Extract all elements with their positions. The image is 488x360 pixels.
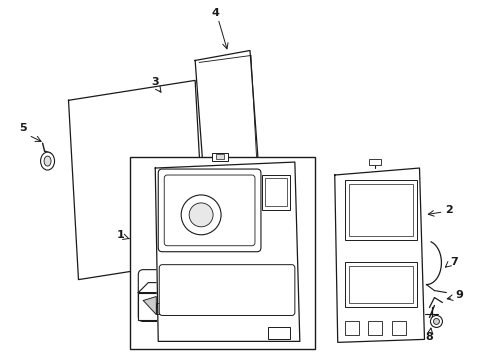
Polygon shape <box>68 80 204 280</box>
Polygon shape <box>334 168 424 342</box>
FancyBboxPatch shape <box>138 270 180 321</box>
FancyBboxPatch shape <box>158 169 261 252</box>
Bar <box>267 328 289 339</box>
Bar <box>368 159 380 165</box>
Text: 9: 9 <box>454 289 462 300</box>
Text: 4: 4 <box>211 8 219 18</box>
Bar <box>264 178 286 206</box>
Circle shape <box>429 315 442 328</box>
Bar <box>367 321 381 336</box>
Ellipse shape <box>44 156 51 166</box>
Text: 3: 3 <box>151 77 159 87</box>
Bar <box>156 302 166 315</box>
Bar <box>344 321 358 336</box>
Circle shape <box>432 319 439 324</box>
Text: 5: 5 <box>19 123 26 133</box>
Bar <box>212 153 227 161</box>
Bar <box>344 262 416 306</box>
Ellipse shape <box>41 152 55 170</box>
Bar <box>391 321 405 336</box>
Polygon shape <box>138 283 180 293</box>
Text: 8: 8 <box>425 332 432 342</box>
Text: 7: 7 <box>449 257 457 267</box>
Bar <box>118 215 163 237</box>
FancyBboxPatch shape <box>159 265 294 315</box>
FancyBboxPatch shape <box>164 175 254 246</box>
Polygon shape <box>195 50 260 195</box>
Text: 2: 2 <box>445 205 452 215</box>
Circle shape <box>189 203 213 227</box>
Text: 1: 1 <box>116 230 124 240</box>
Bar <box>348 266 412 302</box>
Bar <box>344 180 416 240</box>
Bar <box>130 157 314 349</box>
Polygon shape <box>143 297 156 315</box>
Bar <box>216 154 224 159</box>
Polygon shape <box>170 283 180 320</box>
Text: 6: 6 <box>154 267 162 276</box>
Polygon shape <box>155 162 299 341</box>
Circle shape <box>181 195 221 235</box>
Bar <box>138 293 170 320</box>
Bar <box>348 184 412 236</box>
Bar <box>262 175 289 210</box>
